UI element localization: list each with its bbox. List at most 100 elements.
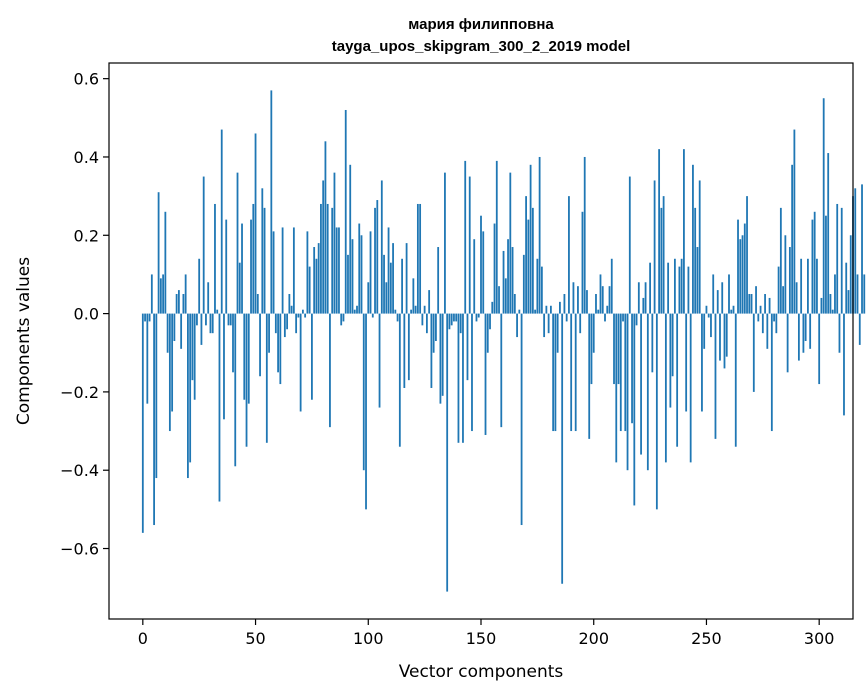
bar [703, 313, 706, 349]
bar [189, 313, 192, 463]
bar [822, 98, 825, 314]
bar [371, 313, 374, 318]
bar [646, 313, 649, 471]
bar [750, 294, 753, 314]
bar [446, 313, 449, 592]
bar [256, 294, 259, 314]
bar [840, 207, 843, 314]
bar [651, 313, 654, 373]
bar [509, 172, 512, 314]
bar [297, 313, 300, 318]
bar [196, 313, 198, 326]
bar [705, 305, 708, 314]
bar [141, 313, 144, 533]
bar [854, 188, 857, 314]
bar [349, 164, 352, 314]
bar [464, 160, 467, 314]
bar [252, 203, 255, 314]
bar [723, 313, 726, 369]
bar [473, 239, 476, 314]
bar [279, 313, 282, 385]
bar [430, 313, 433, 388]
bar [692, 164, 694, 314]
bar [308, 266, 311, 314]
bar [234, 313, 237, 467]
x-tick-label: 300 [804, 629, 835, 648]
bar [804, 313, 807, 341]
bar [157, 192, 160, 314]
bar [628, 176, 631, 314]
bar [671, 313, 674, 377]
bar [232, 313, 234, 373]
bar [834, 274, 836, 314]
bar [410, 309, 413, 314]
bar [150, 274, 153, 314]
bar [748, 294, 751, 314]
bar [734, 313, 737, 447]
bar [676, 313, 679, 447]
bar [759, 305, 762, 314]
bar [694, 207, 697, 314]
bar [304, 313, 307, 318]
bar [146, 313, 149, 404]
bar [565, 313, 568, 322]
bar [563, 294, 566, 314]
bar [281, 227, 284, 314]
bar [784, 235, 787, 314]
bar [407, 313, 410, 381]
bar [187, 313, 189, 479]
bar [655, 313, 658, 510]
bar [570, 313, 573, 432]
bar [144, 313, 146, 322]
bar [353, 309, 356, 314]
bar [843, 313, 845, 416]
bar [227, 313, 230, 326]
plot-frame [108, 62, 854, 620]
bar [527, 219, 530, 314]
bar [797, 313, 800, 361]
bar [669, 313, 672, 408]
bar [290, 305, 293, 314]
bar [374, 207, 376, 314]
bar [243, 313, 246, 400]
bar [259, 313, 261, 377]
bar [482, 231, 485, 314]
bar [730, 309, 733, 314]
bar [504, 278, 507, 314]
bar [743, 223, 746, 314]
bar [766, 313, 769, 349]
bar [678, 266, 681, 314]
bar [159, 278, 162, 314]
bar [680, 258, 683, 314]
bar [552, 313, 555, 432]
bar [184, 274, 187, 314]
bar [827, 153, 830, 314]
bar [725, 313, 728, 357]
bar [412, 278, 415, 314]
bar [272, 231, 275, 314]
bar [148, 313, 151, 322]
bar [166, 313, 169, 353]
ticks-group: 0 50 100 150 200 250 300 −0.6 −0.4 −0.2 0.0 0.2 0.4 0… [60, 70, 834, 648]
y-tick-label: 0.4 [74, 148, 99, 167]
bar [782, 286, 785, 314]
bar [845, 262, 848, 314]
bar [561, 313, 564, 584]
bar [640, 313, 642, 455]
bar [847, 290, 850, 314]
chart-subtitle: tayga_upos_skipgram_300_2_2019 model [332, 38, 631, 55]
bar [858, 313, 861, 345]
bar [588, 313, 591, 439]
bar [707, 313, 710, 318]
y-tick-label: −0.2 [60, 383, 99, 402]
chart-title: мария филипповна [408, 16, 554, 33]
bar [468, 176, 471, 314]
bar [579, 313, 582, 334]
bar [358, 223, 361, 314]
bar [320, 203, 322, 314]
bar [498, 286, 500, 314]
bar [757, 313, 760, 322]
bar [419, 203, 422, 314]
bar [207, 282, 210, 314]
bar [177, 290, 180, 314]
